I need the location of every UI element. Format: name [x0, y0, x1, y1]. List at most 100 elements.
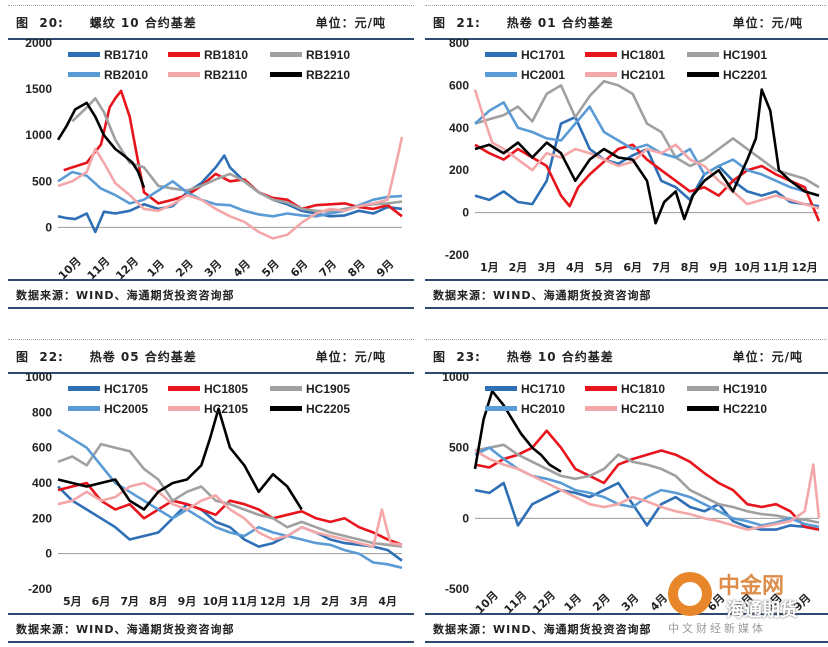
series-line [57, 154, 403, 234]
legend-label: RB1810 [204, 48, 248, 62]
legend-label: HC1905 [306, 382, 350, 396]
x-tick-label: 1月 [562, 591, 584, 613]
legend-label: HC1910 [723, 382, 767, 396]
line-chart: 0 500 1000 1500 2000 10月 11月 12月 1月 2月 3月 4月 5月 6月 7月 8… [25, 39, 404, 281]
chart-title: 图 22: 热卷 05 合约基差 [16, 350, 197, 364]
watermark: 中金网 海通期货 中文财经新媒体 [668, 568, 818, 638]
source-label: 数据来源：WIND、海通期货投资咨询部 [16, 623, 235, 636]
legend-swatch [485, 406, 517, 411]
x-tick-label: 11月 [85, 255, 113, 281]
legend-swatch [168, 72, 200, 77]
series-line [56, 101, 146, 189]
x-tick-label: 6月 [288, 257, 310, 279]
series-line [473, 389, 562, 473]
chart-title: 图 21: 热卷 01 合约基差 [433, 16, 614, 30]
legend-label: RB2110 [204, 68, 248, 82]
panel-header: 图 22: 热卷 05 合约基差 单位：元/吨 [8, 339, 414, 374]
legend-label: RB2010 [104, 68, 148, 82]
x-tick-label: 2月 [321, 595, 340, 608]
legend-swatch [270, 386, 302, 391]
series-line [57, 481, 403, 548]
legend-label: HC1810 [621, 382, 665, 396]
x-tick-label: 3月 [537, 261, 556, 274]
y-tick-label: 0 [45, 220, 52, 234]
panel-footer: 数据来源：WIND、海通期货投资咨询部 [8, 613, 414, 643]
legend-swatch [585, 386, 617, 391]
line-chart: -200 0 200 400 600 800 1月 2月 3月 4月 5月 6月 7月 8月 9月 10月 11… [445, 39, 821, 274]
legend-label: HC2201 [723, 68, 767, 82]
x-tick-label: 5月 [259, 257, 281, 279]
x-tick-label: 1月 [480, 261, 499, 274]
legend-label: HC2101 [621, 68, 665, 82]
legend-label: HC1705 [104, 382, 148, 396]
legend-label: HC2001 [521, 68, 565, 82]
x-tick-label: 7月 [652, 261, 671, 274]
y-tick-label: -200 [28, 582, 52, 596]
panel-header: 图 20: 螺纹 10 合约基差 单位：元/吨 [8, 5, 414, 40]
series-line [57, 442, 403, 548]
series-line [57, 481, 403, 547]
series-line [57, 407, 303, 511]
legend-label: HC2010 [521, 402, 565, 416]
x-tick-label: 4月 [378, 595, 397, 608]
legend-label: HC2205 [306, 402, 350, 416]
legend-swatch [68, 406, 100, 411]
legend-swatch [168, 52, 200, 57]
watermark-line: 中文财经新媒体 [668, 622, 766, 635]
x-tick-label: 12月 [260, 595, 286, 608]
y-tick-label: -500 [445, 582, 469, 596]
x-tick-label: 2月 [590, 591, 612, 613]
panel-header: 图 23: 热卷 10 合约基差 单位：元/吨 [425, 339, 828, 374]
legend-swatch [270, 72, 302, 77]
legend-swatch [168, 406, 200, 411]
line-chart: -200 0 200 400 600 800 1000 5月 6月 7月 8月 9月 10月 11月 12月… [25, 373, 403, 608]
legend-swatch [485, 72, 517, 77]
y-tick-label: 400 [449, 121, 469, 135]
x-tick-label: 7月 [120, 595, 139, 608]
series-line [474, 443, 820, 524]
source-label: 数据来源：WIND、海通期货投资咨询部 [433, 289, 652, 302]
panel-fig22: 图 22: 热卷 05 合约基差 单位：元/吨 -200 0 200 400 600 80… [8, 339, 414, 644]
legend-label: RB1710 [104, 48, 148, 62]
x-tick-label: 10月 [734, 261, 760, 274]
legend-swatch [270, 406, 302, 411]
y-tick-label: 1000 [442, 373, 469, 384]
x-tick-label: 12月 [530, 589, 558, 615]
x-tick-label: 10月 [56, 255, 84, 281]
legend-label: HC2110 [621, 402, 665, 416]
legend-swatch [687, 386, 719, 391]
legend-swatch [68, 72, 100, 77]
legend-label: RB2210 [306, 68, 350, 82]
x-tick-label: 8月 [681, 261, 700, 274]
x-tick-label: 1月 [145, 257, 167, 279]
x-tick-label: 2月 [509, 261, 528, 274]
legend-swatch [68, 52, 100, 57]
y-tick-label: 0 [462, 511, 469, 525]
unit-label: 单位：元/吨 [732, 16, 803, 30]
watermark-name: 中金网 [718, 574, 785, 599]
watermark-logo-icon [668, 572, 712, 616]
x-tick-label: 4月 [231, 257, 253, 279]
series-line [57, 136, 404, 240]
x-tick-label: 11月 [763, 261, 789, 274]
y-tick-label: 800 [449, 39, 469, 50]
source-label: 数据来源：WIND、海通期货投资咨询部 [433, 623, 652, 636]
unit-label: 单位：元/吨 [315, 350, 386, 364]
x-tick-label: 3月 [350, 595, 369, 608]
panel-fig23: 图 23: 热卷 10 合约基差 单位：元/吨 -500 0 500 1000 10月 1… [425, 339, 828, 644]
y-tick-label: 600 [449, 78, 469, 92]
legend-label: HC1901 [723, 48, 767, 62]
legend-label: HC1805 [204, 382, 248, 396]
x-tick-label: 11月 [231, 595, 257, 608]
x-tick-label: 9月 [178, 595, 197, 608]
panel-header: 图 21: 热卷 01 合约基差 单位：元/吨 [425, 5, 828, 40]
legend-label: RB1910 [306, 48, 350, 62]
panel-footer: 数据来源：WIND、海通期货投资咨询部 [8, 279, 414, 309]
x-tick-label: 9月 [709, 261, 728, 274]
series-line [474, 101, 820, 197]
x-tick-label: 12月 [792, 261, 818, 274]
y-tick-label: 1500 [25, 82, 52, 96]
x-tick-label: 3月 [202, 257, 224, 279]
panel-footer: 数据来源：WIND、海通期货投资咨询部 [425, 279, 828, 309]
y-tick-label: 400 [32, 476, 52, 490]
